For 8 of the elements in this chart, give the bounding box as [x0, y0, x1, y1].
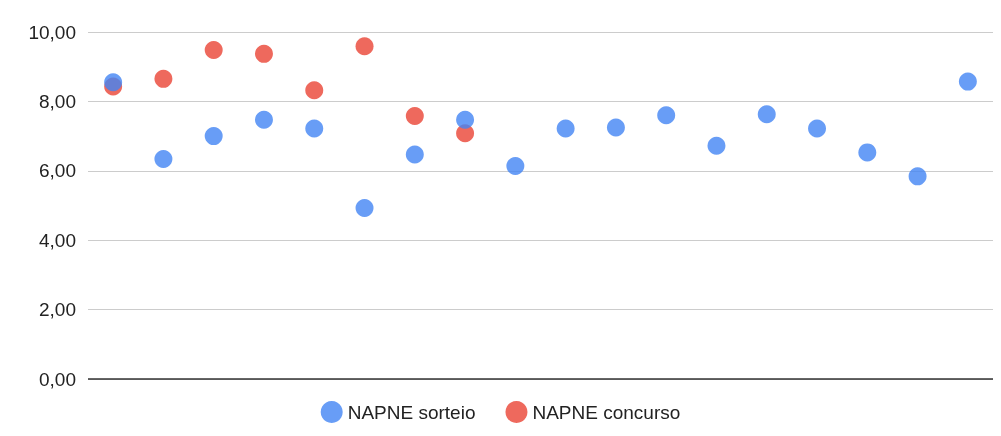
- y-tick-label: 6,00: [39, 160, 76, 182]
- legend-label: NAPNE concurso: [532, 401, 681, 423]
- y-tick-label: 4,00: [39, 229, 76, 251]
- y-tick-label: 2,00: [39, 299, 76, 321]
- y-tick-label: 0,00: [39, 368, 76, 390]
- y-tick-label: 8,00: [39, 90, 76, 112]
- legend-label: NAPNE sorteio: [347, 401, 476, 423]
- y-tick-label: 10,00: [28, 21, 76, 43]
